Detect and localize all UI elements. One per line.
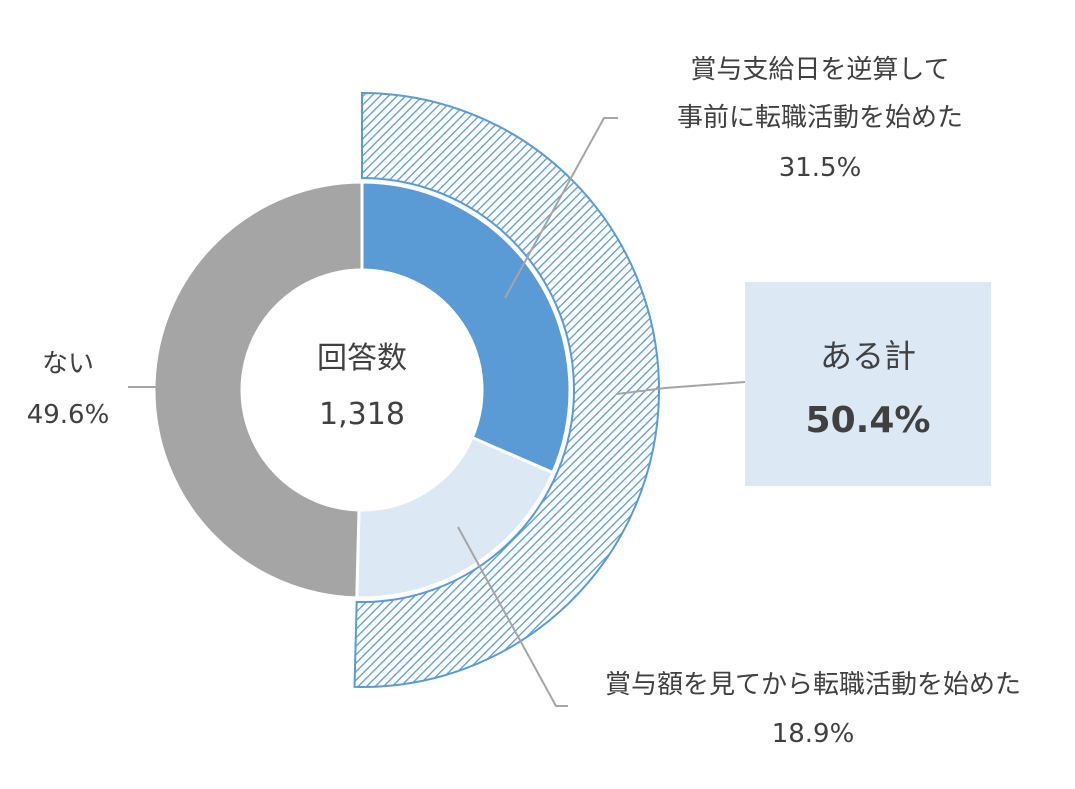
- outer-ring-slice-aru-kei: [353, 91, 660, 688]
- slice-3-label: ない: [42, 349, 94, 379]
- slice-1-value-label: 31.5%: [779, 153, 862, 183]
- slice-none: [152, 180, 364, 600]
- outer-ring-callout-box: [745, 282, 991, 486]
- leader-line-slice-2: [457, 526, 568, 707]
- outer-ring-value-label: 50.4%: [806, 400, 931, 441]
- slice-1-label-line-1: 賞与支給日を逆算して: [690, 55, 949, 85]
- slice-2-value-label: 18.9%: [772, 719, 855, 749]
- leader-line-slice-1: [504, 117, 618, 299]
- slice-after-bonus-amount: [355, 435, 555, 600]
- slice-2-label: 賞与額を見てから転職活動を始めた: [605, 670, 1021, 700]
- leader-line-outer: [616, 381, 746, 395]
- outer-ring-label: ある計: [820, 337, 916, 375]
- slice-3-value-label: 49.6%: [27, 400, 110, 430]
- center-value: 1,318: [319, 397, 405, 432]
- slice-bonus-date-planned: [360, 180, 572, 475]
- center-title: 回答数: [317, 341, 407, 376]
- slice-1-label-line-2: 事前に転職活動を始めた: [677, 103, 963, 133]
